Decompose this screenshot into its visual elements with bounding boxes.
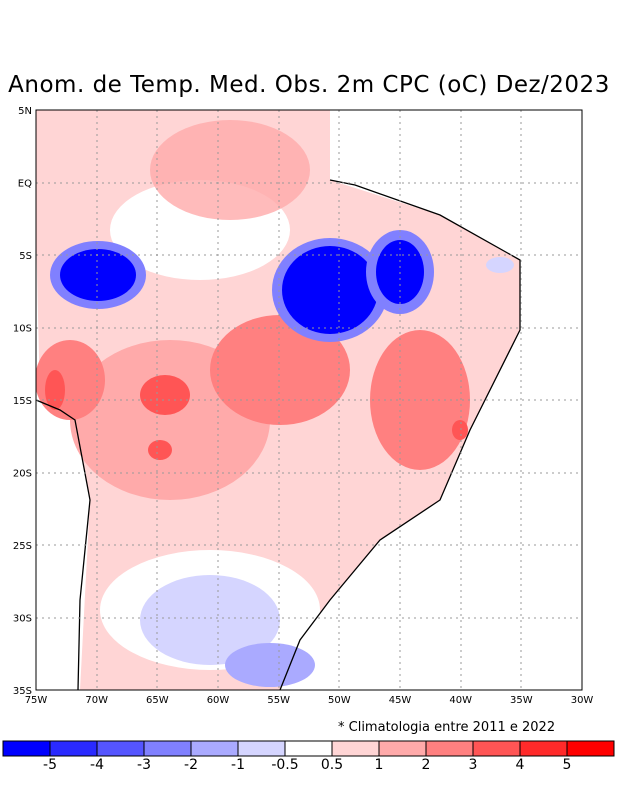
lon-tick-label: 35W	[510, 695, 533, 706]
colorbar-swatch	[143, 740, 192, 757]
lat-tick-label: 5N	[18, 106, 32, 117]
lon-tick-label: 50W	[328, 695, 351, 706]
colorbar-label: -1	[231, 757, 245, 773]
lon-tick-label: 55W	[267, 695, 290, 706]
colorbar-swatch	[96, 740, 145, 757]
colorbar-swatch	[49, 740, 98, 757]
gridlines	[36, 110, 582, 690]
map-title: Anom. de Temp. Med. Obs. 2m CPC (oC) Dez…	[8, 72, 610, 98]
lon-tick-label: 70W	[85, 695, 108, 706]
colorbar-label: -0.5	[271, 757, 299, 773]
lon-tick-label: 30W	[571, 695, 594, 706]
colorbar-label: 2	[421, 757, 431, 773]
lon-tick-label: 75W	[25, 695, 48, 706]
lat-tick-label: 35S	[13, 686, 32, 697]
lat-tick-label: 15S	[13, 396, 32, 407]
colorbar-swatch	[566, 740, 615, 757]
colorbar-swatch	[2, 740, 51, 757]
colorbar-label: 3	[468, 757, 478, 773]
colorbar-label: -3	[137, 757, 151, 773]
colorbar-label: 0.5	[320, 757, 344, 773]
colorbar-label: -4	[90, 757, 104, 773]
colorbar-swatch	[190, 740, 239, 757]
lon-tick-label: 45W	[389, 695, 412, 706]
lat-tick-label: EQ	[18, 179, 32, 190]
lon-tick-label: 40W	[449, 695, 472, 706]
colorbar-label: -2	[184, 757, 198, 773]
lat-tick-label: 10S	[13, 324, 32, 335]
colorbar-label: 4	[515, 757, 525, 773]
lon-tick-label: 60W	[207, 695, 230, 706]
colorbar-swatch	[284, 740, 333, 757]
colorbar-label: 1	[374, 757, 384, 773]
map-frame	[35, 109, 583, 691]
coastline	[35, 179, 521, 691]
lat-tick-label: 30S	[13, 614, 32, 625]
lat-tick-label: 20S	[13, 469, 32, 480]
lat-tick-label: 5S	[19, 251, 32, 262]
climatology-footnote: * Climatologia entre 2011 e 2022	[338, 720, 556, 735]
colorbar-swatch	[331, 740, 380, 757]
colorbar-swatch	[519, 740, 568, 757]
colorbar-swatch	[378, 740, 427, 757]
colorbar-swatch	[425, 740, 474, 757]
lat-tick-label: 25S	[13, 541, 32, 552]
lon-tick-label: 65W	[146, 695, 169, 706]
colorbar-label: -5	[43, 757, 57, 773]
colorbar-swatch	[237, 740, 286, 757]
colorbar-label: 5	[562, 757, 572, 773]
colorbar-swatch	[472, 740, 521, 757]
